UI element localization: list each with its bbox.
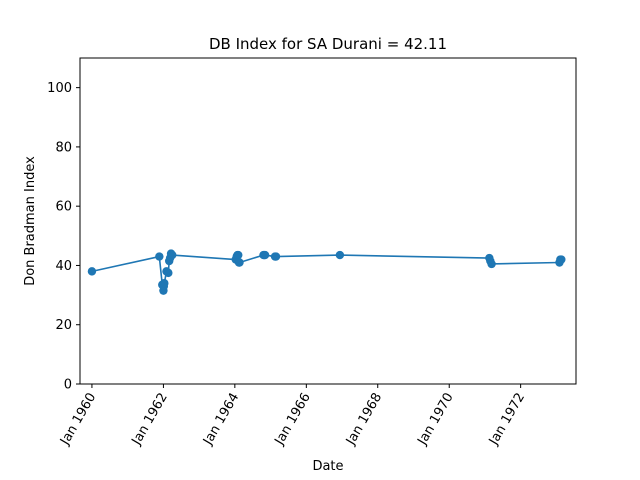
x-tick-label: Jan 1964 xyxy=(200,391,242,449)
chart-title: DB Index for SA Durani = 42.11 xyxy=(209,35,447,53)
y-tick-label: 60 xyxy=(55,200,72,215)
y-tick-label: 20 xyxy=(55,318,72,333)
data-point xyxy=(160,279,169,288)
axes-frame xyxy=(79,57,577,385)
x-axis: Jan 1960 Jan 1962 Jan 1964 Jan 1966 Jan 1968… xyxy=(57,384,528,448)
data-point xyxy=(168,250,177,260)
data-point xyxy=(235,258,244,267)
data-point xyxy=(87,267,97,276)
data-point xyxy=(271,252,281,261)
y-axis: 0 20 40 60 80 100 xyxy=(47,81,80,393)
x-tick-label: Jan 1960 xyxy=(57,391,99,449)
x-tick-label: Jan 1972 xyxy=(486,391,528,449)
data-point xyxy=(155,252,164,261)
y-tick-label: 80 xyxy=(55,140,72,155)
data-point xyxy=(487,259,496,269)
x-tick-label: Jan 1968 xyxy=(343,391,385,449)
data-point xyxy=(234,250,243,260)
plot-area xyxy=(79,57,577,385)
x-tick-label: Jan 1966 xyxy=(272,391,314,449)
data-point xyxy=(335,250,345,260)
x-tick-label: Jan 1962 xyxy=(129,391,171,449)
y-tick-label: 40 xyxy=(55,259,72,274)
data-point xyxy=(557,255,566,264)
series-layer xyxy=(87,249,566,295)
data-point xyxy=(164,268,173,278)
y-axis-label: Don Bradman Index xyxy=(23,156,38,286)
x-tick-label: Jan 1970 xyxy=(415,391,457,449)
y-tick-label: 0 xyxy=(64,378,72,393)
y-tick-label: 100 xyxy=(47,81,72,96)
data-point xyxy=(260,250,270,260)
x-axis-label: Date xyxy=(312,459,343,474)
